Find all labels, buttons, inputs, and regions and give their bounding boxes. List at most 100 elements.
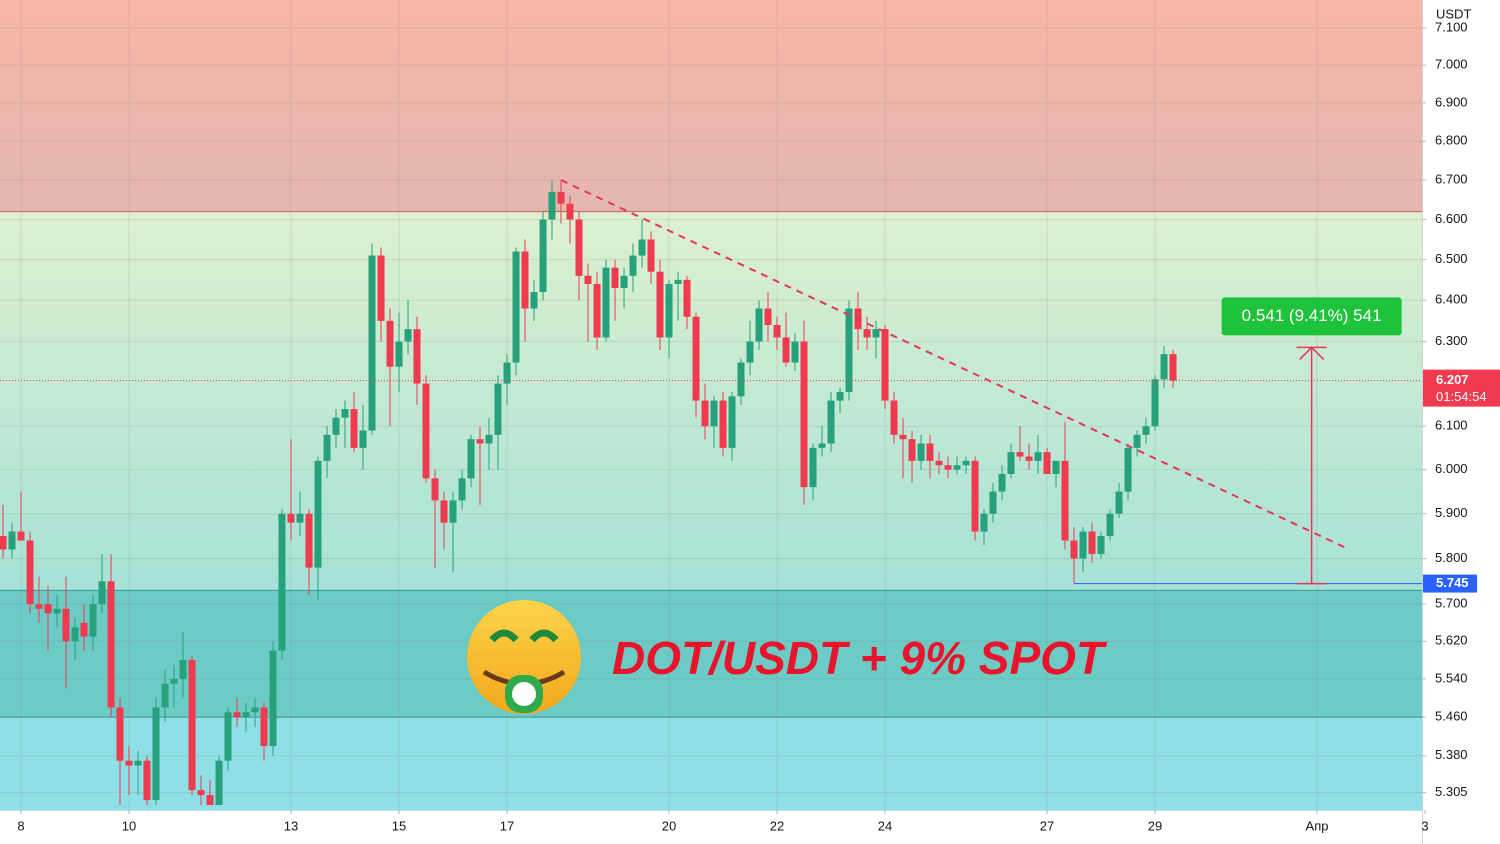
candle-body <box>620 275 628 289</box>
candle-body <box>332 417 340 435</box>
candle-body <box>611 267 619 289</box>
y-tick-label: 7.000 <box>1435 57 1468 72</box>
candle-body <box>224 712 232 761</box>
support-zone <box>0 590 1422 718</box>
candle-body <box>647 239 655 272</box>
x-tick-label: 17 <box>500 818 514 833</box>
candle-body <box>1133 434 1141 448</box>
y-tick-label: 5.620 <box>1435 633 1468 648</box>
candle-body <box>602 267 610 338</box>
candle-body <box>134 760 142 766</box>
x-tick-label: 24 <box>878 818 892 833</box>
candle-body <box>386 320 394 367</box>
candle-body <box>764 308 772 325</box>
candle-body <box>71 627 79 642</box>
annotations: 0.541 (9.41%) 541 <box>0 179 1422 585</box>
candle-body <box>962 460 970 466</box>
candle-body <box>467 439 475 479</box>
candle-body <box>683 279 691 317</box>
candle-body <box>674 279 682 284</box>
measure-label: 0.541 (9.41%) 541 <box>1242 306 1382 325</box>
y-tick-label: 5.305 <box>1435 784 1468 799</box>
coin <box>512 682 536 706</box>
x-tick-label: 27 <box>1040 818 1054 833</box>
y-tick-label: 6.800 <box>1435 133 1468 148</box>
last-price-box <box>1423 369 1500 407</box>
candle-body <box>233 712 241 718</box>
candle-body <box>476 439 484 444</box>
candle-body <box>305 513 313 568</box>
candle-body <box>575 219 583 276</box>
candle-body <box>1025 456 1033 461</box>
candle-body <box>629 255 637 276</box>
candle-body <box>818 443 826 448</box>
y-tick-label: 6.500 <box>1435 251 1468 266</box>
low-level-box <box>1423 574 1477 593</box>
currency-label: USDT <box>1436 6 1471 21</box>
candle-body <box>1007 452 1015 474</box>
candle-body <box>449 500 457 523</box>
candle-body <box>692 316 700 401</box>
y-tick-label: 6.900 <box>1435 94 1468 109</box>
candle-body <box>845 308 853 393</box>
y-tick-label: 5.700 <box>1435 596 1468 611</box>
candle-body <box>368 255 376 431</box>
measure-box <box>1221 297 1402 336</box>
y-tick-label: 6.700 <box>1435 172 1468 187</box>
candle-body <box>0 536 7 550</box>
candle-body <box>98 581 106 605</box>
candle-body <box>908 439 916 461</box>
x-tick-label: 22 <box>770 818 784 833</box>
candle-body <box>359 430 367 448</box>
candle-body <box>989 491 997 514</box>
candle-body <box>152 707 160 801</box>
candle-body <box>827 400 835 444</box>
candle-body <box>26 540 34 605</box>
candle-body <box>260 707 268 747</box>
candle-body <box>746 341 754 363</box>
candle-body <box>323 434 331 461</box>
candle-body <box>719 400 727 448</box>
caption: DOT/USDT + 9% SPOT <box>612 632 1108 684</box>
candle-body <box>440 500 448 523</box>
candle-body <box>350 409 358 448</box>
candle-body <box>404 329 412 342</box>
candle-body <box>431 478 439 501</box>
candle-body <box>1151 379 1159 427</box>
candle-body <box>998 473 1006 492</box>
candle-body <box>737 362 745 397</box>
candle-body <box>1169 354 1177 381</box>
candle-body <box>1097 536 1105 555</box>
y-tick-label: 6.300 <box>1435 333 1468 348</box>
candle-body <box>269 650 277 747</box>
candle-body <box>188 660 196 791</box>
candle-body <box>728 396 736 448</box>
candle-body <box>1160 354 1168 380</box>
candle-body <box>539 219 547 293</box>
y-tick-label: 6.100 <box>1435 418 1468 433</box>
candle-body <box>935 460 943 466</box>
candle-body <box>1016 452 1024 457</box>
eye <box>529 629 559 643</box>
candle-body <box>251 707 259 713</box>
candle-body <box>917 443 925 461</box>
candle-body <box>278 513 286 651</box>
y-tick-label: 5.460 <box>1435 709 1468 724</box>
candle-body <box>413 329 421 384</box>
candle-body <box>710 400 718 427</box>
candle-body <box>179 660 187 679</box>
x-tick-label: 8 <box>17 818 24 833</box>
candle-body <box>890 400 898 435</box>
candle-body <box>1043 452 1051 474</box>
x-tick-label: Апр <box>1306 818 1329 833</box>
candle-body <box>1061 460 1069 541</box>
candle-body <box>395 341 403 367</box>
y-tick-label: 5.540 <box>1435 670 1468 685</box>
candle-body <box>215 760 223 806</box>
y-tick-label: 6.600 <box>1435 211 1468 226</box>
y-tick-label: 5.800 <box>1435 550 1468 565</box>
candle-body <box>944 465 952 470</box>
candle-body <box>971 460 979 532</box>
resistance-area <box>0 0 1422 212</box>
